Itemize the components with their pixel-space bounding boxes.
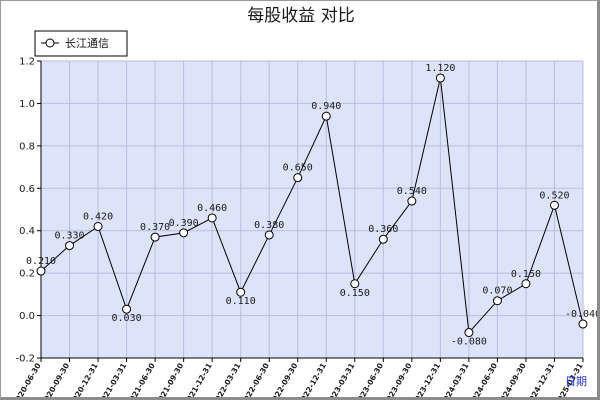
data-point xyxy=(65,241,75,251)
chart-title: 每股收益 对比 xyxy=(247,6,354,26)
y-tick-label: 1.2 xyxy=(19,57,35,68)
data-point xyxy=(150,232,160,242)
x-tick-label: 2022-06-30 xyxy=(239,362,271,398)
x-tick-label: 2021-09-30 xyxy=(154,362,186,398)
y-tick-label: 0.0 xyxy=(19,311,35,322)
data-point xyxy=(293,173,303,183)
data-label: 0.360 xyxy=(368,224,398,235)
data-label: 0.380 xyxy=(254,220,284,231)
data-label: 0.070 xyxy=(482,286,512,297)
series-line xyxy=(40,77,584,334)
data-point xyxy=(264,230,274,240)
y-tick-label: 1.0 xyxy=(19,99,35,110)
x-tick-label: 2020-06-30 xyxy=(11,362,43,398)
data-point xyxy=(464,328,474,338)
x-tick-label: 2023-06-30 xyxy=(353,362,385,398)
y-tick-label: 0.4 xyxy=(19,226,35,237)
data-label: 0.110 xyxy=(226,296,256,307)
legend-label: 长江通信 xyxy=(65,37,109,50)
data-label: 0.650 xyxy=(283,163,313,174)
data-label: 0.370 xyxy=(140,222,170,233)
x-tick-label: 2024-06-30 xyxy=(467,361,499,397)
x-tick-label: 2023-03-31 xyxy=(325,362,357,398)
data-point xyxy=(207,213,217,223)
data-point xyxy=(435,73,445,83)
series-layer xyxy=(36,73,588,338)
axes xyxy=(40,61,583,359)
data-label: 0.210 xyxy=(26,256,56,267)
x-tick-label: 2023-09-30 xyxy=(382,362,414,398)
data-label: 0.520 xyxy=(539,190,569,201)
x-tick-label: 2024-09-30 xyxy=(496,362,528,398)
data-point xyxy=(578,319,588,329)
y-tick-label: 0.8 xyxy=(19,141,35,152)
data-point xyxy=(350,279,360,289)
x-tick-label: 2020-12-31 xyxy=(68,362,100,398)
y-tick-label: -0.2 xyxy=(15,354,35,365)
data-point xyxy=(521,279,531,289)
data-label: 0.150 xyxy=(340,288,370,299)
data-point xyxy=(492,296,502,306)
data-point xyxy=(378,234,388,244)
x-tick-label: 2020-09-30 xyxy=(39,362,71,398)
data-point xyxy=(36,266,46,276)
data-label: 0.150 xyxy=(511,269,541,280)
x-tick-label: 2021-06-30 xyxy=(125,362,157,398)
x-axis-label: 日期 xyxy=(565,375,587,388)
x-tick-label: 2024-03-31 xyxy=(439,362,471,397)
x-tick-label: 2022-09-30 xyxy=(268,362,300,398)
data-label: 0.940 xyxy=(311,101,341,112)
data-point xyxy=(93,221,103,231)
data-label: 0.540 xyxy=(397,186,427,197)
data-point xyxy=(236,287,246,297)
data-point xyxy=(549,200,559,210)
x-tick-label: 2023-12-31 xyxy=(410,362,442,398)
x-tick-label: 2024-12-31 xyxy=(524,362,556,398)
data-point xyxy=(407,196,417,206)
x-tick-label: 2021-12-31 xyxy=(182,362,214,398)
data-label: 1.120 xyxy=(425,63,455,74)
data-point xyxy=(179,228,189,238)
data-label: 0.030 xyxy=(112,313,142,324)
x-axis-ticks: 2020-06-302020-09-302020-12-312021-03-31… xyxy=(11,358,585,397)
data-label: -0.040 xyxy=(565,309,597,320)
x-tick-label: 2022-03-31 xyxy=(211,362,243,398)
data-label: 0.420 xyxy=(83,211,113,222)
x-tick-label: 2021-03-31 xyxy=(97,362,129,398)
plot-area xyxy=(41,61,583,358)
legend-marker-icon xyxy=(45,38,55,48)
y-tick-label: 0.6 xyxy=(19,184,35,195)
data-point xyxy=(122,304,132,314)
y-tick-label: 0.2 xyxy=(19,269,35,280)
data-label: -0.080 xyxy=(451,337,487,348)
data-label: 0.330 xyxy=(54,231,84,242)
data-label: 0.460 xyxy=(197,203,227,214)
y-axis-ticks: -0.2 0.0 0.2 0.4 0.6 0.8 1.0 1.2 xyxy=(15,57,41,365)
x-tick-label: 2022-12-31 xyxy=(296,362,328,398)
data-point xyxy=(321,111,331,121)
legend: 长江通信 xyxy=(34,30,128,57)
data-label: 0.390 xyxy=(169,218,199,229)
